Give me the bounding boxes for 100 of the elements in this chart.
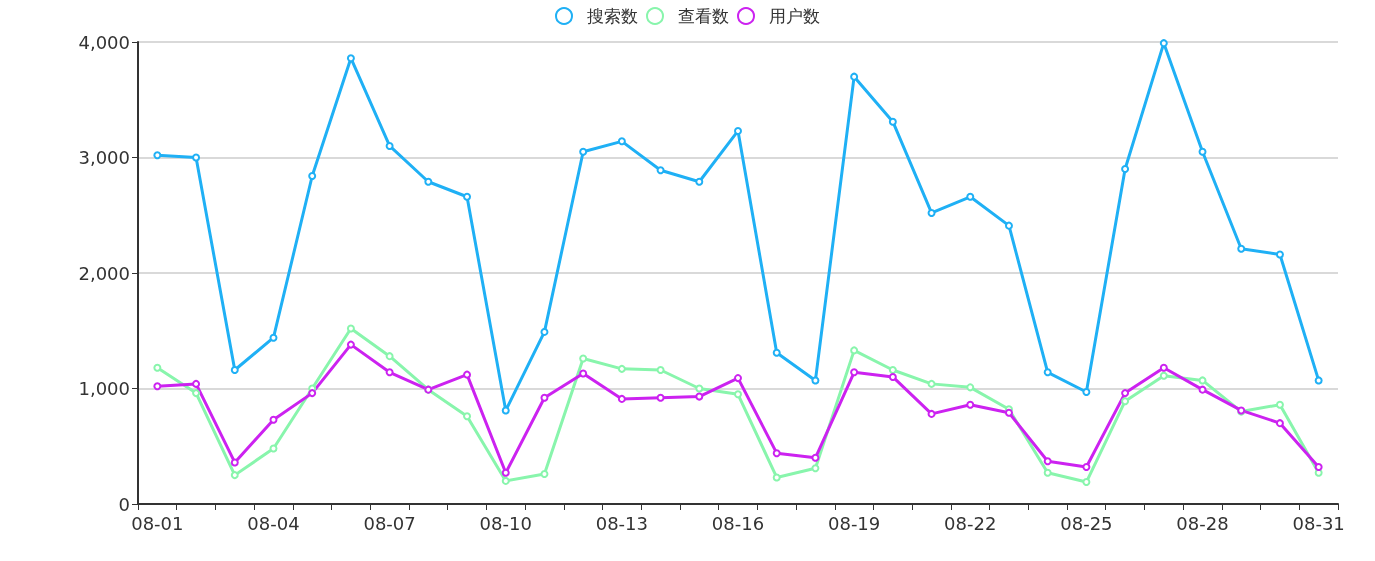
point	[230, 458, 239, 467]
point	[1043, 468, 1052, 477]
point	[1082, 478, 1091, 487]
point	[1082, 463, 1091, 472]
point	[811, 376, 820, 385]
point	[734, 390, 742, 399]
point	[695, 384, 704, 393]
point	[153, 382, 162, 391]
point	[1121, 389, 1130, 398]
point	[1159, 371, 1168, 380]
legend-label: 搜索数	[587, 6, 638, 26]
point	[346, 54, 355, 63]
point	[888, 372, 897, 381]
point	[734, 126, 742, 135]
point	[811, 453, 820, 462]
point	[540, 469, 549, 478]
point	[501, 468, 510, 477]
point	[540, 327, 549, 336]
point	[811, 464, 820, 473]
point	[966, 383, 975, 392]
point	[927, 409, 936, 418]
point	[501, 406, 510, 415]
x-tick-label: 08-25	[1060, 512, 1113, 534]
x-tick-label: 08-28	[1176, 512, 1229, 534]
point	[850, 346, 859, 355]
point	[656, 366, 665, 375]
point	[463, 412, 472, 421]
x-tick-label: 08-22	[944, 512, 997, 534]
point	[927, 379, 936, 388]
point	[695, 392, 704, 401]
point	[1237, 244, 1246, 253]
point	[1275, 400, 1284, 409]
x-tick-label: 08-04	[247, 512, 300, 534]
point	[1004, 221, 1013, 230]
point	[772, 449, 781, 458]
point	[888, 366, 897, 375]
point	[1121, 397, 1130, 406]
point	[617, 394, 626, 403]
point	[269, 444, 278, 453]
x-tick-label: 08-31	[1292, 512, 1345, 534]
point	[269, 333, 278, 342]
point	[153, 363, 162, 372]
point	[308, 389, 317, 398]
point	[695, 177, 704, 186]
x-tick-label: 08-13	[595, 512, 649, 534]
legend-label: 用户数	[769, 6, 820, 26]
point	[1275, 250, 1284, 259]
x-tick-label: 08-16	[711, 512, 765, 534]
point	[579, 369, 588, 378]
x-tick-label: 08-19	[827, 512, 881, 534]
x-tick-label: 08-07	[363, 512, 416, 534]
point	[540, 393, 549, 402]
point	[927, 208, 936, 217]
point	[888, 117, 897, 126]
point	[346, 340, 355, 349]
point	[192, 153, 201, 162]
point	[1275, 419, 1284, 428]
point	[1198, 376, 1207, 385]
point	[966, 400, 975, 409]
point	[772, 473, 781, 482]
point	[850, 72, 859, 81]
point	[1314, 376, 1323, 385]
point	[424, 177, 433, 186]
point	[230, 471, 239, 480]
y-tick-label: 3,000	[78, 147, 130, 168]
point	[463, 192, 472, 201]
point	[192, 389, 201, 398]
point	[617, 137, 626, 146]
legend-label: 查看数	[678, 6, 729, 26]
point	[966, 192, 975, 201]
y-tick-label: 1,000	[78, 378, 130, 399]
point	[656, 393, 665, 402]
point	[385, 368, 394, 377]
point	[230, 366, 239, 375]
point	[192, 379, 201, 388]
point	[501, 476, 510, 485]
x-tick-label: 08-01	[131, 512, 184, 534]
point	[1159, 363, 1168, 372]
point	[385, 141, 394, 150]
y-tick-label: 2,000	[78, 262, 130, 284]
point	[269, 415, 278, 424]
point	[385, 352, 394, 361]
point	[153, 151, 162, 160]
point	[579, 147, 588, 156]
point	[1043, 457, 1052, 466]
y-tick-label: 0	[118, 493, 130, 515]
point	[1043, 368, 1052, 377]
point	[734, 374, 742, 383]
point	[772, 348, 781, 357]
point	[1198, 385, 1207, 394]
point	[850, 368, 859, 377]
point	[1121, 165, 1130, 174]
point	[1314, 463, 1323, 472]
point	[1082, 387, 1091, 396]
y-tick-label: 4,000	[78, 31, 130, 53]
point	[656, 166, 665, 175]
point	[617, 364, 626, 373]
x-tick-label: 08-10	[479, 512, 532, 534]
point	[1159, 39, 1168, 48]
point	[579, 354, 588, 363]
